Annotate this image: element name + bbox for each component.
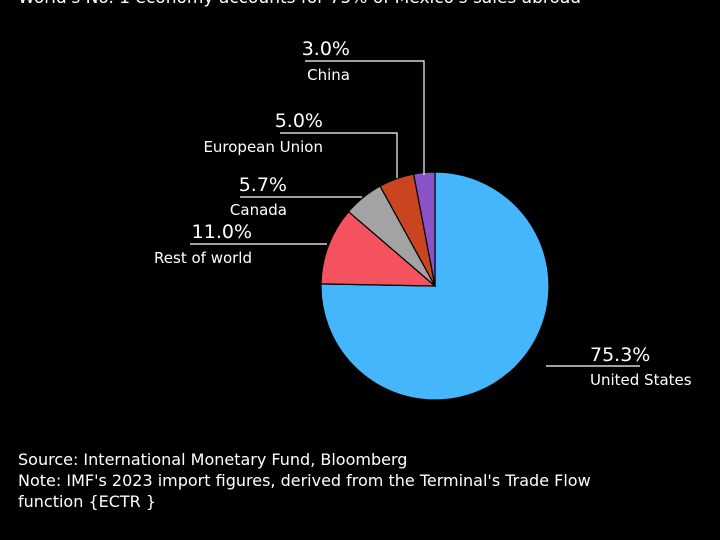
pie-slice-rest-of-world <box>320 210 437 287</box>
data-label-european-union: 5.0% <box>275 110 323 132</box>
pie-chart: 75.3% United States 11.0% Rest of world 5.7%… <box>154 38 692 401</box>
data-label-rest-of-world: 11.0% <box>192 221 252 243</box>
note-line-2: function {ECTR } <box>18 492 157 511</box>
pie-slices <box>320 171 550 401</box>
category-label-european-union: European Union <box>203 138 323 156</box>
category-label-canada: Canada <box>230 201 287 219</box>
slice-labels: 75.3% United States 11.0% Rest of world 5.7%… <box>154 38 692 389</box>
source-note: Source: International Monetary Fund, Blo… <box>18 450 408 469</box>
data-label-united-states: 75.3% <box>590 344 650 366</box>
note-line-1: Note: IMF's 2023 import figures, derived… <box>18 471 591 490</box>
category-label-united-states: United States <box>590 371 692 389</box>
leader-line-china <box>305 60 425 175</box>
data-label-china: 3.0% <box>302 38 350 60</box>
pie-slice-united-states <box>320 171 550 401</box>
data-label-canada: 5.7% <box>239 174 287 196</box>
leader-line-european-union <box>280 132 398 178</box>
chart-subtitle: World's No. 1 economy accounts for 75% o… <box>18 0 581 8</box>
chart-footer: Source: International Monetary Fund, Blo… <box>18 449 591 512</box>
category-label-rest-of-world: Rest of world <box>154 249 252 267</box>
label-leaders <box>190 60 640 367</box>
category-label-china: China <box>307 66 350 84</box>
